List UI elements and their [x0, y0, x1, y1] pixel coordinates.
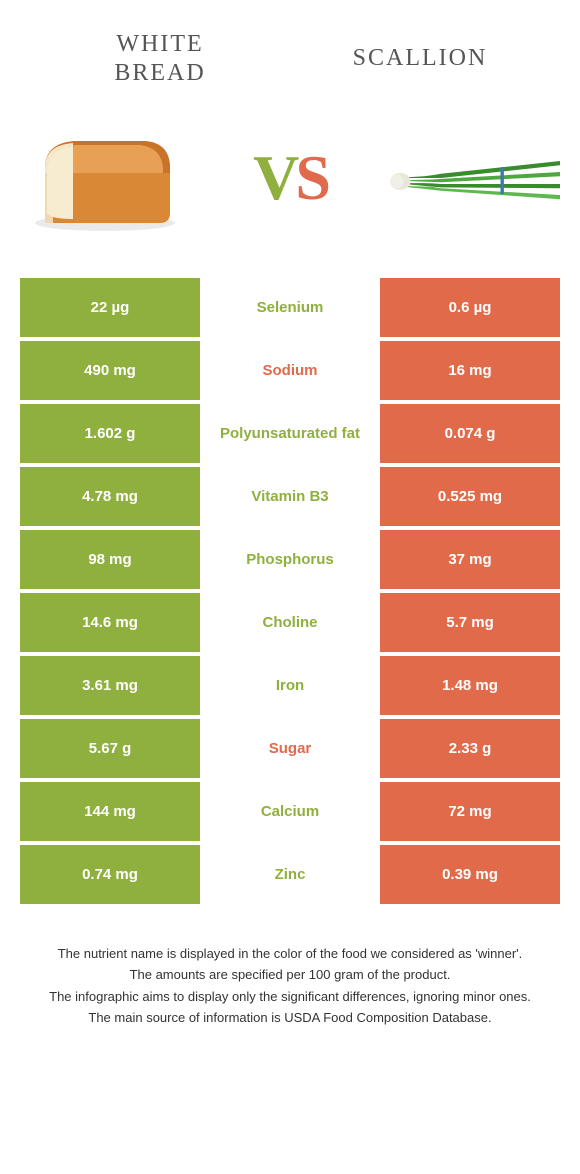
cell-left-value: 3.61 mg	[20, 656, 200, 715]
cell-left-value: 14.6 mg	[20, 593, 200, 652]
cell-right-value: 1.48 mg	[380, 656, 560, 715]
cell-right-value: 16 mg	[380, 341, 560, 400]
cell-left-value: 98 mg	[20, 530, 200, 589]
cell-nutrient-label: Calcium	[200, 782, 380, 841]
cell-right-value: 0.074 g	[380, 404, 560, 463]
table-row: 22 µgSelenium0.6 µg	[20, 278, 560, 337]
footer-text: The nutrient name is displayed in the co…	[30, 944, 550, 1028]
cell-right-value: 2.33 g	[380, 719, 560, 778]
cell-nutrient-label: Choline	[200, 593, 380, 652]
cell-right-value: 0.39 mg	[380, 845, 560, 904]
table-row: 14.6 mgCholine5.7 mg	[20, 593, 560, 652]
cell-right-value: 5.7 mg	[380, 593, 560, 652]
bread-icon	[25, 123, 185, 233]
cell-nutrient-label: Sodium	[200, 341, 380, 400]
footer-line2: The amounts are specified per 100 gram o…	[30, 965, 550, 985]
cell-left-value: 490 mg	[20, 341, 200, 400]
footer-line4: The main source of information is USDA F…	[30, 1008, 550, 1028]
table-row: 0.74 mgZinc0.39 mg	[20, 845, 560, 904]
title-left-line2: BREAD	[60, 59, 260, 88]
title-left-line1: WHITE	[60, 30, 260, 59]
cell-right-value: 37 mg	[380, 530, 560, 589]
cell-nutrient-label: Selenium	[200, 278, 380, 337]
vs-label: VS	[253, 141, 327, 215]
table-row: 1.602 gPolyunsaturated fat0.074 g	[20, 404, 560, 463]
cell-left-value: 1.602 g	[20, 404, 200, 463]
table-row: 98 mgPhosphorus37 mg	[20, 530, 560, 589]
images-row: VS	[0, 98, 580, 278]
table-row: 3.61 mgIron1.48 mg	[20, 656, 560, 715]
cell-nutrient-label: Vitamin B3	[200, 467, 380, 526]
cell-nutrient-label: Iron	[200, 656, 380, 715]
vs-v-letter: V	[253, 142, 295, 213]
cell-nutrient-label: Zinc	[200, 845, 380, 904]
cell-nutrient-label: Phosphorus	[200, 530, 380, 589]
table-row: 4.78 mgVitamin B30.525 mg	[20, 467, 560, 526]
cell-nutrient-label: Sugar	[200, 719, 380, 778]
infographic-container: WHITE BREAD SCALLION VS	[0, 0, 580, 1028]
cell-right-value: 72 mg	[380, 782, 560, 841]
nutrient-table: 22 µgSelenium0.6 µg490 mgSodium16 mg1.60…	[20, 278, 560, 904]
footer-line1: The nutrient name is displayed in the co…	[30, 944, 550, 964]
table-row: 490 mgSodium16 mg	[20, 341, 560, 400]
cell-left-value: 22 µg	[20, 278, 200, 337]
title-left: WHITE BREAD	[60, 30, 260, 88]
cell-left-value: 144 mg	[20, 782, 200, 841]
table-row: 5.67 gSugar2.33 g	[20, 719, 560, 778]
cell-nutrient-label: Polyunsaturated fat	[200, 404, 380, 463]
cell-right-value: 0.6 µg	[380, 278, 560, 337]
cell-left-value: 4.78 mg	[20, 467, 200, 526]
scallion-image	[390, 113, 560, 243]
vs-s-letter: S	[295, 142, 327, 213]
cell-left-value: 0.74 mg	[20, 845, 200, 904]
scallion-icon	[390, 143, 560, 213]
cell-left-value: 5.67 g	[20, 719, 200, 778]
bread-image	[20, 113, 190, 243]
cell-right-value: 0.525 mg	[380, 467, 560, 526]
header-row: WHITE BREAD SCALLION	[0, 0, 580, 98]
title-right: SCALLION	[320, 44, 520, 73]
table-row: 144 mgCalcium72 mg	[20, 782, 560, 841]
footer-line3: The infographic aims to display only the…	[30, 987, 550, 1007]
